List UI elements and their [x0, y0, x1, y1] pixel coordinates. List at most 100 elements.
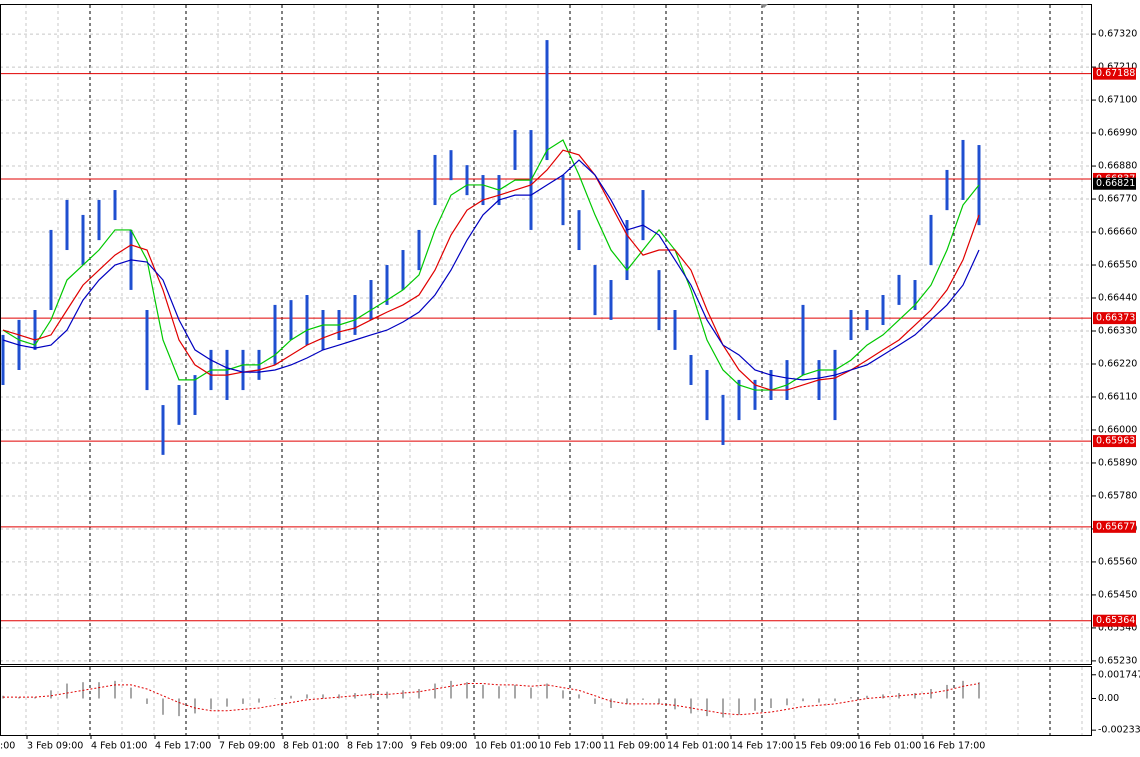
osc-bar	[754, 698, 756, 711]
price-bar	[785, 360, 789, 400]
price-bar	[689, 354, 693, 385]
level-tag	[1093, 435, 1136, 448]
price-bar	[881, 295, 885, 326]
x-tick-label: 16 Feb 01:00	[859, 741, 921, 752]
price-bar	[593, 265, 597, 316]
y-tick-label: 0.67320	[1098, 29, 1137, 40]
osc-bar	[738, 698, 740, 715]
osc-bar	[642, 698, 644, 700]
osc-bar	[770, 698, 772, 708]
price-bar	[609, 280, 613, 320]
y-tick-label: 0.65340	[1098, 622, 1137, 633]
osc-bar	[194, 698, 196, 714]
osc-bar	[226, 698, 228, 707]
osc-bar	[578, 694, 580, 699]
osc-bar	[178, 698, 180, 717]
osc-bar	[210, 698, 212, 710]
osc-bar	[306, 694, 308, 699]
osc-bar	[866, 695, 868, 699]
price-bar	[705, 369, 709, 421]
osc-bar	[450, 680, 452, 699]
x-tick-label: 10 Feb 17:00	[539, 741, 601, 752]
osc-bar	[722, 698, 724, 718]
price-bar	[417, 229, 421, 271]
shift-marker	[760, 4, 768, 8]
price-bar	[289, 300, 293, 340]
osc-bar	[914, 693, 916, 699]
x-tick-label: 3 Feb 09:00	[27, 741, 83, 752]
osc-bar	[706, 698, 708, 717]
osc-bar	[466, 682, 468, 699]
price-bar	[753, 379, 757, 410]
price-bar	[721, 394, 725, 445]
osc-bar	[34, 697, 36, 699]
y-tick-label: 0.66770	[1098, 194, 1137, 205]
price-bar	[849, 310, 853, 340]
osc-bar	[66, 683, 68, 699]
sub-frame	[0, 666, 1092, 736]
price-bar	[49, 229, 53, 311]
osc-bar	[130, 687, 132, 699]
y-tick-label: 0.66220	[1098, 358, 1137, 369]
x-tick-label: 4 Feb 01:00	[91, 741, 147, 752]
y-tick-label: 0.67210	[1098, 62, 1137, 73]
price-bar	[961, 139, 965, 200]
y-tick-label: 0.66550	[1098, 260, 1137, 271]
price-bar	[321, 310, 325, 350]
osc-bar	[274, 698, 276, 699]
osc-bar	[674, 698, 676, 710]
price-bar	[833, 349, 837, 421]
osc-bar	[626, 698, 628, 704]
axes: 0.67320 0.67210 0.67100 0.66990 0.66880 0.667…	[0, 29, 1140, 752]
price-bar	[641, 190, 645, 241]
osc-bar	[514, 684, 516, 699]
x-tick-label: 8 Feb 17:00	[347, 741, 403, 752]
osc-y-tick-label: -0.002333	[1098, 725, 1140, 736]
price-bar	[513, 130, 517, 170]
price-bar	[385, 265, 389, 305]
main-frame	[0, 4, 1092, 665]
x-tick-label: 16 Feb 17:00	[923, 741, 985, 752]
y-tick-label: 0.65890	[1098, 457, 1137, 468]
x-tick-label: 4 Feb 17:00	[155, 741, 211, 752]
price-bar	[561, 175, 565, 226]
price-bar	[305, 295, 309, 346]
price-bar	[913, 280, 917, 311]
price-bar	[545, 40, 549, 161]
price-bar	[929, 214, 933, 266]
price-bar	[625, 220, 629, 281]
osc-bar	[850, 697, 852, 699]
price-bar	[945, 169, 949, 211]
osc-bar	[162, 698, 164, 715]
x-tick-label: :00	[0, 741, 15, 752]
osc-bar	[258, 698, 260, 703]
price-bar	[769, 369, 773, 400]
moving-average	[2, 149, 980, 391]
level-tag	[1093, 312, 1136, 325]
x-tick-label: 15 Feb 09:00	[795, 741, 857, 752]
osc-bar	[658, 698, 660, 704]
osc-bar	[930, 688, 932, 699]
osc-bar	[434, 683, 436, 699]
osc-bar	[594, 698, 596, 704]
osc-bar	[946, 684, 948, 699]
price-bar	[401, 250, 405, 290]
osc-y-tick-label: 0.001747	[1098, 669, 1140, 680]
x-tick-label: 8 Feb 01:00	[283, 741, 339, 752]
y-tick-label: 0.66110	[1098, 391, 1137, 402]
price-bar	[33, 310, 37, 350]
y-tick-label: 0.66880	[1098, 161, 1137, 172]
price-bar	[449, 150, 453, 181]
price-bar	[81, 214, 85, 266]
price-bar	[737, 379, 741, 421]
y-tick-label: 0.65560	[1098, 556, 1137, 567]
osc-bar	[338, 694, 340, 699]
current-price-tag	[1093, 177, 1136, 190]
price-bar	[897, 274, 901, 305]
y-tick-label: 0.66440	[1098, 293, 1137, 304]
osc-bar	[114, 680, 116, 699]
y-tick-label: 0.67100	[1098, 95, 1137, 106]
osc-bar	[242, 698, 244, 704]
osc-bar	[690, 698, 692, 714]
